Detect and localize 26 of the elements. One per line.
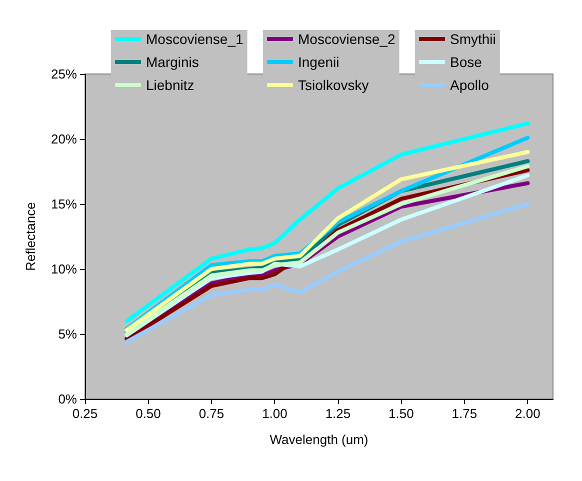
legend-label: Bose: [450, 54, 482, 70]
y-tick-label: 25%: [50, 66, 78, 82]
y-tick-label: 15%: [50, 196, 78, 212]
x-tick-label: 1.00: [262, 406, 288, 421]
x-tick-label: 1.75: [452, 406, 478, 421]
x-tick-label: 1.50: [388, 406, 414, 421]
legend-label: Ingenii: [298, 54, 340, 70]
legend-label: Liebnitz: [146, 77, 194, 93]
legend-label: Marginis: [146, 54, 199, 70]
y-axis-title: Reflectance: [23, 202, 38, 271]
y-tick-label: 5%: [58, 326, 78, 342]
x-tick-label: 0.75: [198, 406, 224, 421]
x-tick-label: 0.25: [72, 406, 98, 421]
y-tick-label: 0%: [58, 392, 78, 406]
legend-label: Moscoviense_2: [298, 31, 396, 47]
legend-label: Tsiolkovsky: [298, 77, 369, 93]
line-series: [124, 202, 530, 344]
x-tick-label: 1.25: [325, 406, 351, 421]
x-tick-label: 0.50: [136, 406, 161, 421]
legend-label: Smythii: [450, 31, 496, 47]
x-tick-label: 2.00: [515, 406, 540, 421]
legend-label: Apollo: [450, 77, 490, 93]
y-tick-label: 10%: [50, 262, 78, 276]
legend-label: Moscoviense_1: [146, 31, 244, 47]
x-axis-title: Wavelength (um): [270, 432, 368, 447]
y-tick-label: 20%: [50, 132, 78, 146]
